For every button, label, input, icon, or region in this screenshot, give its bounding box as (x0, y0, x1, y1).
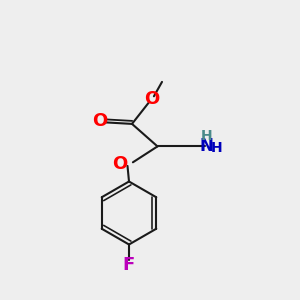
Text: H: H (211, 141, 222, 155)
Text: N: N (199, 137, 213, 155)
Text: O: O (92, 112, 107, 130)
Text: O: O (144, 90, 159, 108)
Text: F: F (123, 256, 135, 274)
Text: H: H (200, 129, 212, 143)
Text: O: O (112, 155, 128, 173)
